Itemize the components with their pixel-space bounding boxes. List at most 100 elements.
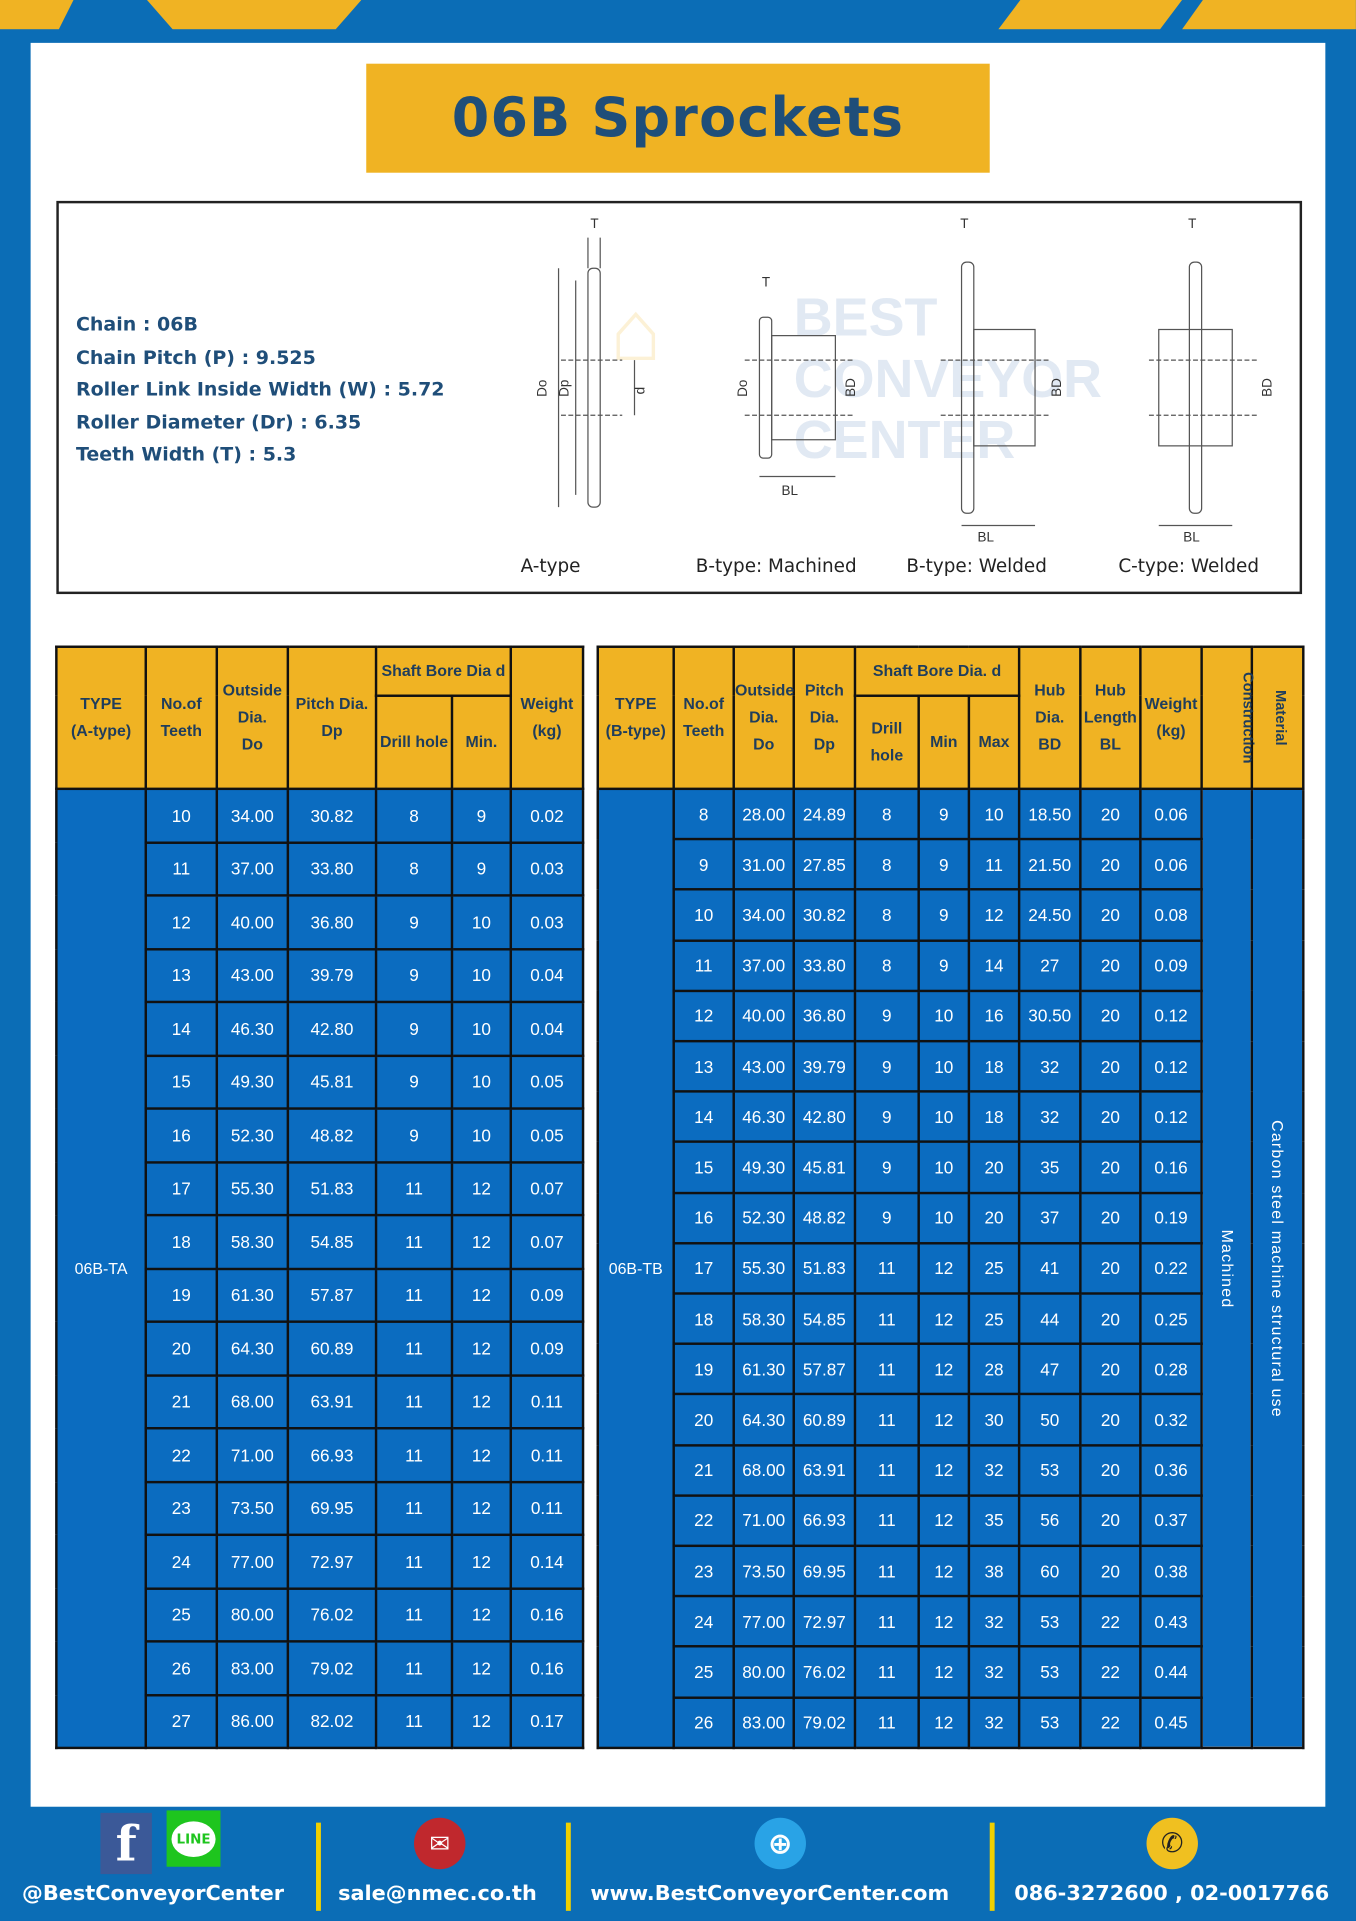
- social-handle[interactable]: @BestConveyorCenter: [22, 1881, 285, 1906]
- table-cell: 55.30: [215, 1160, 290, 1217]
- table-cell: 73.50: [215, 1480, 290, 1537]
- table-row: 20 64.30 60.89 11 12 30 50 20 0.32: [598, 1393, 1304, 1447]
- table-cell: 25: [672, 1645, 735, 1699]
- type-cell: 06B-TA: [55, 787, 147, 1750]
- table-cell: 34.00: [215, 787, 290, 844]
- table-cell: 32: [967, 1645, 1021, 1699]
- table-cell: 0.12: [1139, 989, 1203, 1043]
- decor-stripe: [0, 0, 74, 30]
- table-cell: 69.95: [286, 1480, 378, 1537]
- table-cell: 8: [853, 939, 920, 992]
- table-cell: 11: [853, 1494, 920, 1548]
- table-cell: 58.30: [215, 1213, 290, 1270]
- table-cell: 15: [144, 1054, 219, 1110]
- table-cell: 57.87: [792, 1342, 857, 1396]
- svg-text:BD: BD: [843, 378, 858, 397]
- table-cell: 46.30: [732, 1090, 795, 1144]
- table-cell: 9: [374, 1000, 454, 1057]
- table-cell: 20: [1079, 1292, 1142, 1346]
- table-cell: 11: [853, 1342, 920, 1396]
- table-cell: 9: [374, 1107, 454, 1164]
- table-cell: 11: [374, 1640, 454, 1696]
- table-cell: 47: [1017, 1342, 1082, 1396]
- table-cell: 54.85: [792, 1292, 857, 1346]
- table-cell: 64.30: [215, 1320, 290, 1377]
- table-cell: 26: [144, 1640, 219, 1696]
- table-row: 18 58.30 54.85 11 12 25 44 20 0.25: [598, 1292, 1304, 1346]
- decor-stripe: [146, 0, 362, 30]
- table-cell: 0.09: [1139, 939, 1203, 992]
- table-cell: 12: [917, 1342, 971, 1396]
- svg-text:BD: BD: [1259, 378, 1274, 397]
- globe-icon: ⊕: [754, 1817, 806, 1870]
- table-cell: 8: [853, 888, 920, 942]
- table-cell: 48.82: [792, 1191, 857, 1245]
- facebook-icon[interactable]: f: [100, 1812, 152, 1875]
- table-cell: 10: [967, 787, 1021, 841]
- header-min: Min: [917, 694, 971, 791]
- table-cell: 16: [967, 989, 1021, 1043]
- table-cell: 32: [967, 1696, 1021, 1750]
- table-cell: 8: [374, 787, 454, 844]
- table-cell: 36.80: [286, 894, 378, 950]
- table-cell: 30.82: [792, 888, 857, 942]
- table-cell: 11: [374, 1213, 454, 1270]
- table-cell: 80.00: [215, 1586, 290, 1643]
- svg-text:Do: Do: [735, 380, 750, 397]
- b-type-machined-diagram: BL T Do BD: [735, 275, 858, 498]
- table-cell: 12: [672, 989, 735, 1043]
- watermark-logo: ⌂: [610, 283, 662, 379]
- table-cell: 16: [672, 1191, 735, 1245]
- table-cell: 11: [853, 1696, 920, 1750]
- table-cell: 12: [917, 1544, 971, 1598]
- table-cell: 61.30: [732, 1342, 795, 1396]
- website-link[interactable]: www.BestConveyorCenter.com: [590, 1881, 950, 1906]
- header-type: TYPE (A-type): [55, 645, 147, 791]
- header-weight: Weight (kg): [1139, 645, 1203, 791]
- material-cell-text: Carbon steel machine structural use: [1268, 1119, 1287, 1418]
- header-hub-dia: Hub Dia. BD: [1017, 645, 1082, 791]
- chain-specs: Chain : 06B Chain Pitch (P) : 9.525 Roll…: [76, 309, 445, 471]
- table-cell: 11: [374, 1373, 454, 1430]
- line-icon[interactable]: LINE: [166, 1810, 221, 1867]
- table-cell: 11: [374, 1533, 454, 1590]
- table-cell: 12: [917, 1443, 971, 1497]
- table-cell: 71.00: [215, 1427, 290, 1483]
- table-cell: 11: [374, 1427, 454, 1483]
- divider: [989, 1822, 995, 1911]
- table-cell: 33.80: [792, 939, 857, 992]
- table-cell: 0.05: [509, 1054, 585, 1110]
- table-cell: 10: [450, 947, 513, 1004]
- table-cell: 68.00: [215, 1373, 290, 1430]
- svg-text:T: T: [960, 216, 968, 231]
- table-cell: 32: [967, 1443, 1021, 1497]
- svg-text:T: T: [590, 216, 598, 231]
- header-drill-hole: Drill hole: [853, 694, 920, 791]
- header-construction: Construction: [1200, 645, 1257, 791]
- table-cell: 12: [450, 1427, 513, 1483]
- table-cell: 37.00: [215, 840, 290, 897]
- table-cell: 77.00: [732, 1595, 795, 1649]
- table-cell: 22: [1079, 1595, 1142, 1649]
- table-cell: 11: [374, 1586, 454, 1643]
- divider: [316, 1822, 321, 1911]
- table-row: 21 68.00 63.91 11 12 0.11: [56, 1373, 585, 1430]
- table-cell: 42.80: [792, 1090, 857, 1144]
- table-row: 20 64.30 60.89 11 12 0.09: [56, 1320, 585, 1377]
- page-title: 06B Sprockets: [451, 86, 905, 150]
- decor-stripe: [998, 0, 1183, 30]
- table-cell: 64.30: [732, 1393, 795, 1447]
- table-cell: 13: [144, 947, 219, 1004]
- table-cell: 49.30: [215, 1054, 290, 1110]
- svg-text:BL: BL: [1183, 529, 1200, 543]
- table-cell: 24.50: [1017, 888, 1082, 942]
- caption-c-welded: C-type: Welded: [1118, 554, 1260, 577]
- table-cell: 55.30: [732, 1241, 795, 1295]
- phone-numbers[interactable]: 086-3272600 , 02-0017766: [1014, 1881, 1330, 1906]
- table-cell: 20: [1079, 1443, 1142, 1497]
- table-cell: 11: [374, 1267, 454, 1323]
- table-cell: 8: [374, 840, 454, 897]
- email-link[interactable]: sale@nmec.co.th: [338, 1881, 537, 1906]
- table-cell: 11: [374, 1480, 454, 1537]
- table-cell: 20: [1079, 1140, 1142, 1194]
